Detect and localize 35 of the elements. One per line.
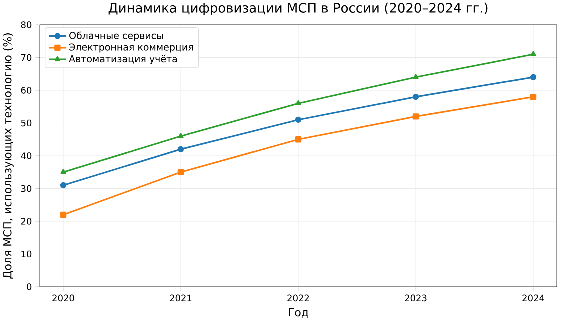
point <box>178 133 184 138</box>
x-tick-label: 2020 <box>52 294 74 302</box>
y-tick-label: 20 <box>21 218 32 225</box>
point <box>60 169 66 174</box>
point <box>413 74 419 80</box>
y-tick-label: 50 <box>21 120 32 127</box>
chart-title: Динамика цифровизации МСП в России (2020–2024 гг.) <box>108 2 488 16</box>
x-tick-label: 2021 <box>170 294 192 302</box>
point <box>60 212 67 218</box>
legend-label: Автоматизация учёта <box>69 55 178 64</box>
legend-label: Электронная коммерция <box>70 44 193 53</box>
x-tick-label: 2024 <box>522 294 544 302</box>
point <box>530 94 537 100</box>
y-tick-label: 0 <box>27 284 32 290</box>
point <box>530 74 537 80</box>
y-tick-label: 70 <box>21 54 32 62</box>
y-axis-title: Доля МСП, использующих технологию (%) <box>3 34 14 279</box>
point <box>296 100 302 106</box>
x-tick-label: 2023 <box>405 294 427 302</box>
point <box>530 51 536 56</box>
y-tick-label: 40 <box>21 152 32 160</box>
point <box>295 116 302 124</box>
point <box>412 94 420 100</box>
point <box>60 182 67 189</box>
y-tick-label: 10 <box>22 250 32 258</box>
point <box>178 169 184 176</box>
y-tick-label: 30 <box>21 185 32 192</box>
x-axis-title: Год <box>289 308 308 318</box>
legend-label: Облачные сервисы <box>70 32 164 42</box>
y-tick-label: 80 <box>21 22 32 28</box>
point <box>295 136 302 143</box>
x-tick-label: 2022 <box>288 294 310 302</box>
point <box>178 146 184 153</box>
y-tick-label: 60 <box>21 87 32 94</box>
point <box>412 114 420 120</box>
